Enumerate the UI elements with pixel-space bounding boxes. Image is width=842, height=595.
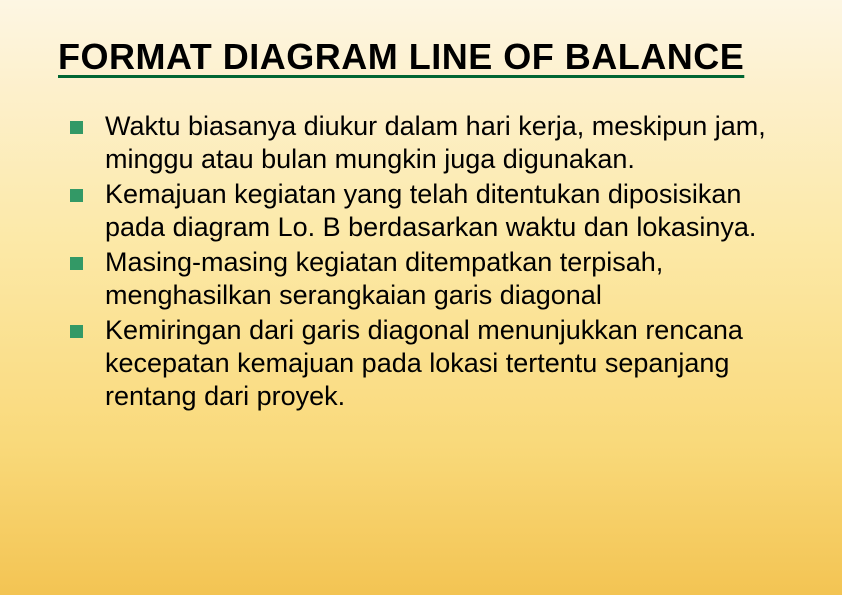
slide-title: FORMAT DIAGRAM LINE OF BALANCE	[58, 36, 822, 78]
bullet-text: Kemiringan dari garis diagonal menunjukk…	[105, 314, 782, 413]
square-bullet-icon	[70, 325, 83, 338]
list-item: Kemajuan kegiatan yang telah ditentukan …	[70, 178, 782, 244]
square-bullet-icon	[70, 189, 83, 202]
bullet-text: Masing-masing kegiatan ditempatkan terpi…	[105, 246, 782, 312]
square-bullet-icon	[70, 121, 83, 134]
square-bullet-icon	[70, 257, 83, 270]
bullet-text: Kemajuan kegiatan yang telah ditentukan …	[105, 178, 782, 244]
list-item: Waktu biasanya diukur dalam hari kerja, …	[70, 110, 782, 176]
bullet-text: Waktu biasanya diukur dalam hari kerja, …	[105, 110, 782, 176]
list-item: Kemiringan dari garis diagonal menunjukk…	[70, 314, 782, 413]
slide: FORMAT DIAGRAM LINE OF BALANCE Waktu bia…	[0, 0, 842, 595]
list-item: Masing-masing kegiatan ditempatkan terpi…	[70, 246, 782, 312]
bullet-list: Waktu biasanya diukur dalam hari kerja, …	[70, 110, 782, 414]
